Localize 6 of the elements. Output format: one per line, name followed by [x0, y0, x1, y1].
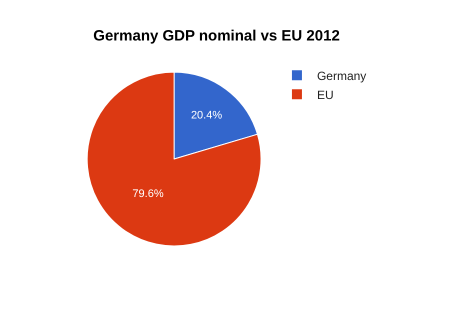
pie-slice — [86, 72, 262, 246]
legend-label: EU — [316, 88, 334, 102]
data-label: 79.6% — [132, 188, 164, 200]
legend-label: Germany — [316, 68, 366, 83]
data-label: 20.4% — [190, 109, 222, 122]
chart-title: Germany GDP nominal vs EU 2012 — [93, 27, 340, 44]
